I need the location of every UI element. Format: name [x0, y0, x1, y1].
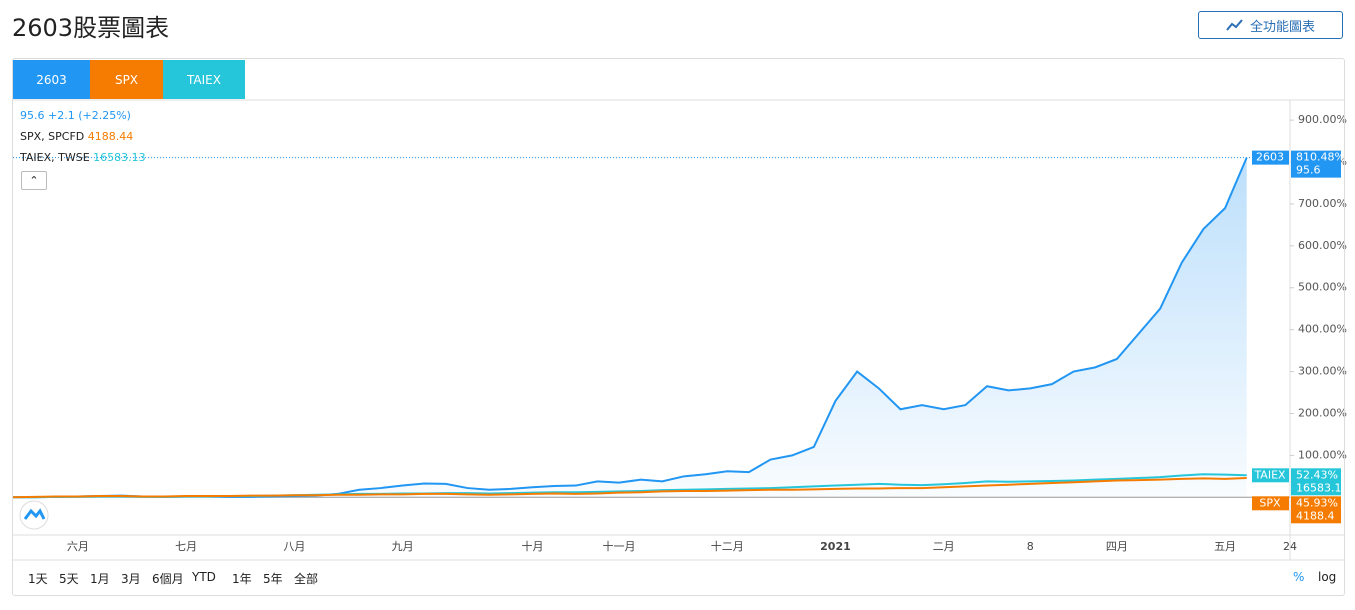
range-button[interactable]: YTD [192, 570, 216, 584]
x-tick-label: 八月 [283, 540, 305, 553]
price: 16583.13 [93, 151, 146, 164]
tab[interactable]: TAIEX [163, 60, 245, 99]
percent-toggle[interactable]: % [1293, 570, 1305, 584]
series-tag-name: TAIEX [1253, 468, 1286, 481]
range-button[interactable]: 1天 [28, 572, 48, 586]
log-toggle[interactable]: log [1318, 570, 1337, 584]
chart-frame [12, 58, 1345, 596]
price-label: 16583.1 [1296, 481, 1342, 494]
tab[interactable]: SPX [90, 60, 163, 99]
price: 4188.44 [87, 130, 134, 143]
x-tick-label: 十月 [521, 539, 543, 553]
price: 95.6 [20, 109, 45, 122]
value-label: 45.93% [1296, 496, 1338, 509]
price-label: 4188.4 [1296, 509, 1335, 522]
y-tick-label: 100.00% [1298, 448, 1347, 461]
x-tick-label: 十二月 [711, 539, 744, 553]
value-tag [1291, 496, 1341, 524]
y-tick-label: 500.00% [1298, 281, 1347, 294]
symbol: SPX, SPCFD [20, 130, 85, 143]
y-tick-label: 300.00% [1298, 365, 1347, 378]
range-button[interactable]: 全部 [294, 572, 319, 586]
value-label: 810.48% [1296, 151, 1345, 164]
range-button[interactable]: 6個月 [152, 572, 184, 586]
series-tag-name: 2603 [1256, 151, 1284, 164]
value-tag [1291, 150, 1341, 178]
range-button[interactable]: 5年 [263, 572, 283, 586]
legend-row: 95.6 +2.1 (+2.25%) [20, 109, 131, 122]
series-line [12, 477, 1247, 499]
y-tick-label: 400.00% [1298, 323, 1347, 336]
value-label: 52.43% [1296, 468, 1338, 481]
y-tick-label: 700.00% [1298, 197, 1347, 210]
y-tick-label: 900.00% [1298, 113, 1347, 126]
tab[interactable]: 2603 [13, 60, 90, 99]
x-tick-label: 2021 [820, 540, 851, 553]
x-tick-label: 五月 [1214, 540, 1236, 553]
chart-icon [1226, 19, 1243, 31]
series-tag [1252, 496, 1289, 511]
button-label: 全功能圖表 [1249, 19, 1315, 35]
legend-row: SPX, SPCFD 4188.44 [20, 130, 133, 143]
x-tick-label: 十一月 [603, 539, 636, 553]
range-button[interactable]: 3月 [121, 572, 141, 586]
series-tag [1252, 150, 1289, 165]
y-tick-label: 200.00% [1298, 406, 1347, 419]
x-tick-label: 24 [1283, 540, 1297, 553]
series-tag [1252, 468, 1289, 483]
x-tick-label: 8 [1027, 540, 1034, 553]
area [13, 157, 1247, 498]
logo-mark [23, 508, 46, 520]
series-tag-name: SPX [1259, 496, 1281, 509]
full-chart-button[interactable]: 全功能圖表 [1198, 11, 1343, 39]
x-tick-label: 二月 [933, 540, 955, 553]
x-tick-label: 四月 [1106, 540, 1128, 553]
value-tag [1291, 468, 1341, 496]
collapse-button[interactable]: ⌃ [21, 171, 47, 190]
range-button[interactable]: 1年 [232, 572, 252, 586]
price-label: 95.6 [1296, 164, 1321, 177]
symbol: TAIEX, TWSE [20, 151, 90, 164]
x-tick-label: 六月 [67, 540, 89, 553]
page-title: 2603股票圖表 [12, 14, 170, 42]
x-tick-label: 七月 [175, 540, 197, 553]
legend-row: TAIEX, TWSE 16583.13 [20, 151, 146, 164]
range-button[interactable]: 1月 [90, 572, 110, 586]
x-tick-label: 九月 [392, 540, 414, 553]
change: +2.1 (+2.25%) [48, 109, 131, 122]
range-button[interactable]: 5天 [59, 572, 79, 586]
y-tick-label: 600.00% [1298, 239, 1347, 252]
